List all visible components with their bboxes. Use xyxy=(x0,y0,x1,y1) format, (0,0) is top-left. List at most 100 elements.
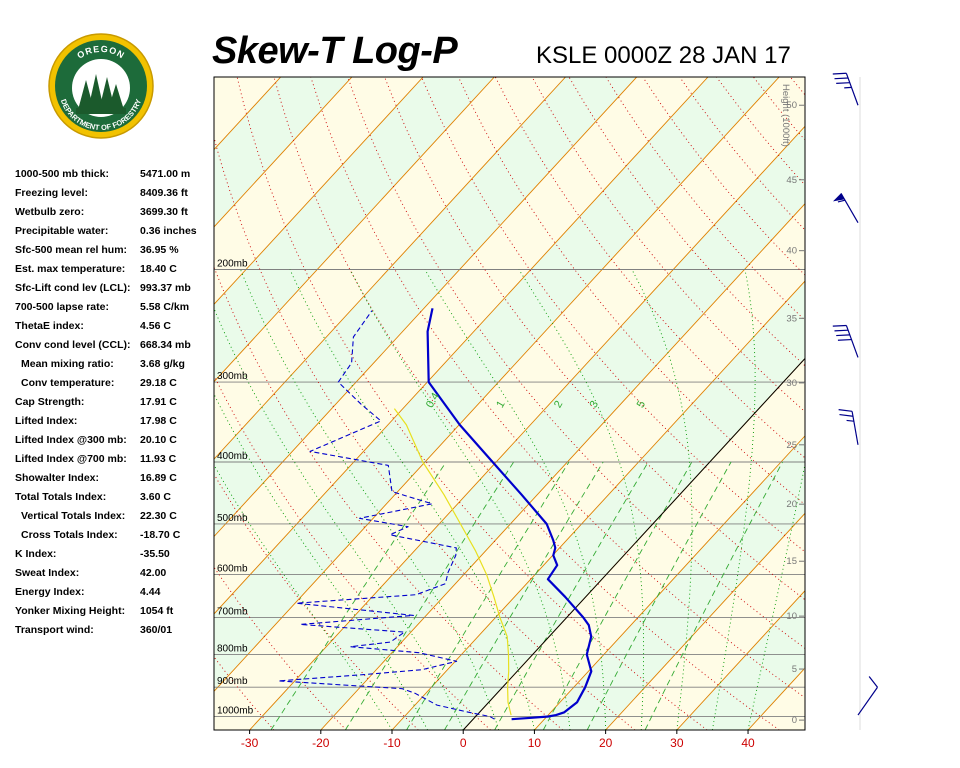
index-row: Sfc-Lift cond lev (LCL): 993.37 mb xyxy=(15,282,215,301)
index-row: Vertical Totals Index: 22.30 C xyxy=(15,510,215,529)
index-row: Showalter Index: 16.89 C xyxy=(15,472,215,491)
height-tick-label: 0 xyxy=(792,715,797,726)
pressure-label: 600mb xyxy=(217,564,248,575)
wind-barb xyxy=(832,72,859,106)
dry-adiabat xyxy=(236,77,708,730)
index-label: Conv temperature: xyxy=(21,377,115,389)
index-row: Lifted Index @300 mb: 20.10 C xyxy=(15,434,215,453)
index-value: 17.91 C xyxy=(140,396,177,408)
dry-adiabat xyxy=(273,77,780,730)
isotherm-line xyxy=(605,512,805,730)
index-label: Vertical Totals Index: xyxy=(21,510,126,522)
dry-adiabat xyxy=(214,135,636,730)
mixing-ratio-line xyxy=(644,461,783,730)
oregon-forestry-logo: OREGON DEPARTMENT OF FORESTRY xyxy=(46,32,156,140)
moist-adiabat xyxy=(349,269,571,730)
height-tick-label: 5 xyxy=(792,664,797,675)
index-label: Showalter Index: xyxy=(15,472,100,484)
dry-adiabat xyxy=(789,77,805,96)
wind-barb-flag xyxy=(836,82,850,84)
dry-adiabat xyxy=(310,77,805,699)
index-row: Cap Strength: 17.91 C xyxy=(15,396,215,415)
index-label: Total Totals Index: xyxy=(15,491,107,503)
moist-adiabat xyxy=(214,393,428,730)
index-label: Lifted Index: xyxy=(15,415,78,427)
wind-barb-half-flag xyxy=(844,86,852,89)
pressure-label: 300mb xyxy=(217,371,248,382)
index-label: Freezing level: xyxy=(15,187,88,199)
index-value: 360/01 xyxy=(140,624,173,636)
index-value: 3699.30 ft xyxy=(140,206,188,218)
isotherm-line xyxy=(214,77,709,615)
freezing-isotherm xyxy=(462,357,805,730)
x-tick-label: 30 xyxy=(670,736,684,750)
x-tick-label: 20 xyxy=(599,736,613,750)
index-value: 18.40 C xyxy=(140,263,177,275)
wind-barb-flag xyxy=(834,77,849,80)
index-value: 29.18 C xyxy=(140,377,177,389)
index-value: 993.37 mb xyxy=(140,282,191,294)
pressure-label: 200mb xyxy=(217,258,248,269)
isotherm-line xyxy=(214,77,495,383)
x-tick-label: 40 xyxy=(741,736,755,750)
mixing-ratio-line xyxy=(494,461,649,730)
index-value: 17.98 C xyxy=(140,415,177,427)
mixing-ratio-label: 3 xyxy=(588,399,601,410)
dry-adiabat xyxy=(531,77,805,413)
index-value: -35.50 xyxy=(140,548,170,560)
index-row: Conv temperature: 29.18 C xyxy=(15,377,215,396)
x-tick-label: -30 xyxy=(241,736,259,750)
mixing-ratio-label: 5 xyxy=(635,399,648,410)
pressure-label: 500mb xyxy=(217,513,248,524)
moist-adiabat xyxy=(711,269,756,730)
x-tick-label: -10 xyxy=(383,736,401,750)
index-label: Wetbulb zero: xyxy=(15,206,85,218)
index-row: 1000-500 mb thick: 5471.00 m xyxy=(15,168,215,187)
index-row: Total Totals Index: 3.60 C xyxy=(15,491,215,510)
mixing-ratio-label: 1 xyxy=(494,399,507,410)
index-row: Yonker Mixing Height: 1054 ft xyxy=(15,605,215,624)
index-value: 22.30 C xyxy=(140,510,177,522)
wind-barb xyxy=(838,409,859,445)
isotherm-band xyxy=(0,77,210,730)
pressure-label: 700mb xyxy=(217,606,248,617)
station-time-label: KSLE 0000Z 28 JAN 17 xyxy=(536,42,791,69)
pressure-label: 800mb xyxy=(217,643,248,654)
height-tick-label: 45 xyxy=(786,175,797,186)
index-row: Sweat Index: 42.00 xyxy=(15,567,215,586)
index-label: Sweat Index: xyxy=(15,567,80,579)
height-tick-label: 20 xyxy=(786,499,797,510)
wind-barb-staff xyxy=(845,73,859,106)
index-row: 700-500 lapse rate: 5.58 C/km xyxy=(15,301,215,320)
pressure-label: 400mb xyxy=(217,451,248,462)
wind-barb-half-flag xyxy=(846,419,854,422)
isotherm-line xyxy=(320,203,805,730)
index-label: Cap Strength: xyxy=(15,396,85,408)
moist-adiabat xyxy=(518,269,645,730)
wind-barb-staff xyxy=(840,192,859,224)
temperature-line xyxy=(426,308,593,721)
wind-barb-flag xyxy=(836,334,850,337)
isotherm-band xyxy=(890,77,960,730)
isotherm-line xyxy=(0,77,67,730)
index-row: ThetaE index: 4.56 C xyxy=(15,320,215,339)
wind-barb-staff xyxy=(845,325,859,358)
index-value: 0.36 inches xyxy=(140,225,197,237)
index-row: Lifted Index @700 mb: 11.93 C xyxy=(15,453,215,472)
wind-barb-staff xyxy=(857,686,878,716)
index-value: 4.56 C xyxy=(140,320,171,332)
wind-barb xyxy=(857,676,878,716)
index-label: Lifted Index @300 mb: xyxy=(15,434,127,446)
height-tick-label: 40 xyxy=(786,246,797,257)
wind-barb-flag xyxy=(868,676,878,688)
index-row: Cross Totals Index: -18.70 C xyxy=(15,529,215,548)
index-label: Mean mixing ratio: xyxy=(21,358,114,370)
dry-adiabat xyxy=(214,265,563,730)
isotherm-line xyxy=(214,77,780,692)
height-tick-label: 35 xyxy=(786,313,797,324)
wind-barb-flag xyxy=(834,329,849,332)
isotherm-line xyxy=(819,77,960,730)
moist-adiabat xyxy=(424,269,607,730)
dry-adiabat xyxy=(827,77,960,730)
isotherm-line xyxy=(534,435,805,730)
